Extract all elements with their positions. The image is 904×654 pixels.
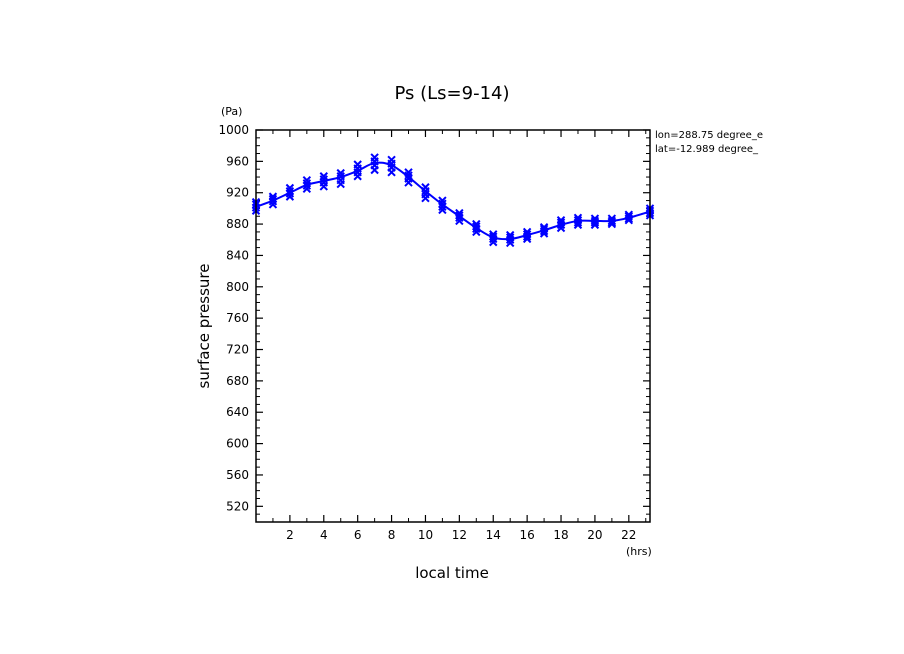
data-point-marker <box>522 227 532 237</box>
y-tick-label: 560 <box>226 468 249 482</box>
data-point-marker <box>421 190 430 199</box>
data-point-marker <box>556 215 566 225</box>
x-tick-label: 18 <box>553 528 568 542</box>
y-tick-label: 760 <box>226 311 249 325</box>
x-tick-label: 6 <box>354 528 362 542</box>
data-point-marker <box>404 171 413 180</box>
data-point-marker <box>607 214 617 223</box>
y-tick-label: 960 <box>226 154 249 168</box>
data-point-marker <box>455 211 464 220</box>
data-point-marker <box>573 213 583 223</box>
data-point-marker <box>302 175 312 185</box>
y-unit-label: (Pa) <box>221 105 242 118</box>
x-axis-ticks: 2 4 6 8 10 12 14 16 18 20 22 <box>272 130 647 542</box>
data-point-marker <box>387 155 396 164</box>
data-point-marker <box>489 230 498 239</box>
x-axis-label: local time <box>415 564 489 582</box>
data-point-marker <box>336 168 345 178</box>
y-tick-label: 800 <box>226 280 249 294</box>
x-tick-label: 8 <box>388 528 396 542</box>
data-point-marker <box>404 168 413 177</box>
x-tick-label: 10 <box>418 528 433 542</box>
y-tick-label: 640 <box>226 405 249 419</box>
data-point-marker <box>319 172 328 181</box>
data-point-marker <box>590 214 600 223</box>
y-axis-ticks: 520 560 600 640 680 720 760 800 840 880 920 960 1000 <box>218 123 650 515</box>
data-point-marker <box>438 202 447 212</box>
chart-title: Ps (Ls=9-14) <box>394 83 509 104</box>
data-point-marker <box>556 218 566 227</box>
data-point-marker <box>268 192 278 201</box>
data-point-marker <box>573 215 583 225</box>
data-point-marker <box>421 183 430 192</box>
data-point-marker <box>489 232 498 241</box>
data-point-marker <box>438 205 447 215</box>
y-tick-label: 920 <box>226 186 249 200</box>
data-point-marker <box>539 223 549 232</box>
data-point-marker <box>624 212 634 221</box>
data-point-marker <box>522 230 532 239</box>
data-point-marker <box>370 153 379 162</box>
data-point-marker <box>455 208 464 218</box>
y-tick-label: 1000 <box>218 123 249 137</box>
data-point-marker <box>590 216 600 226</box>
annotation-lat: lat=-12.989 degree_ <box>655 144 759 155</box>
x-tick-label: 20 <box>587 528 602 542</box>
y-tick-label: 600 <box>226 437 249 451</box>
annotation-lon: lon=288.75 degree_e <box>655 130 763 141</box>
x-unit-label: (hrs) <box>626 545 652 558</box>
data-point-marker <box>319 178 328 187</box>
data-point-marker <box>539 224 549 233</box>
x-tick-label: 4 <box>320 528 328 542</box>
x-tick-label: 16 <box>519 528 534 542</box>
data-point-marker <box>505 233 515 242</box>
data-point-marker <box>268 194 278 204</box>
data-point-marker <box>472 219 481 229</box>
data-point-marker <box>285 183 295 193</box>
data-point-marker <box>505 230 515 240</box>
data-point-marker <box>607 216 617 226</box>
data-point-marker <box>319 175 328 184</box>
y-tick-label: 880 <box>226 217 249 231</box>
data-point-marker <box>472 222 481 231</box>
y-tick-label: 520 <box>226 499 249 513</box>
data-point-marker <box>285 186 295 196</box>
data-point-marker <box>353 160 362 169</box>
x-tick-label: 14 <box>486 528 501 542</box>
y-tick-label: 720 <box>226 343 249 357</box>
data-point-marker <box>438 196 447 205</box>
data-point-marker <box>302 179 312 188</box>
data-point-marker <box>624 210 634 219</box>
data-point-marker <box>438 199 447 208</box>
data-point-marker <box>336 172 345 181</box>
x-tick-label: 2 <box>286 528 294 542</box>
data-point-marker <box>404 174 413 183</box>
plot-frame <box>255 129 651 523</box>
y-tick-label: 680 <box>226 374 249 388</box>
marker-layer <box>251 153 655 248</box>
y-axis-label: surface pressure <box>195 264 213 389</box>
x-tick-label: 22 <box>621 528 636 542</box>
x-tick-label: 12 <box>452 528 467 542</box>
y-tick-label: 840 <box>226 248 249 262</box>
